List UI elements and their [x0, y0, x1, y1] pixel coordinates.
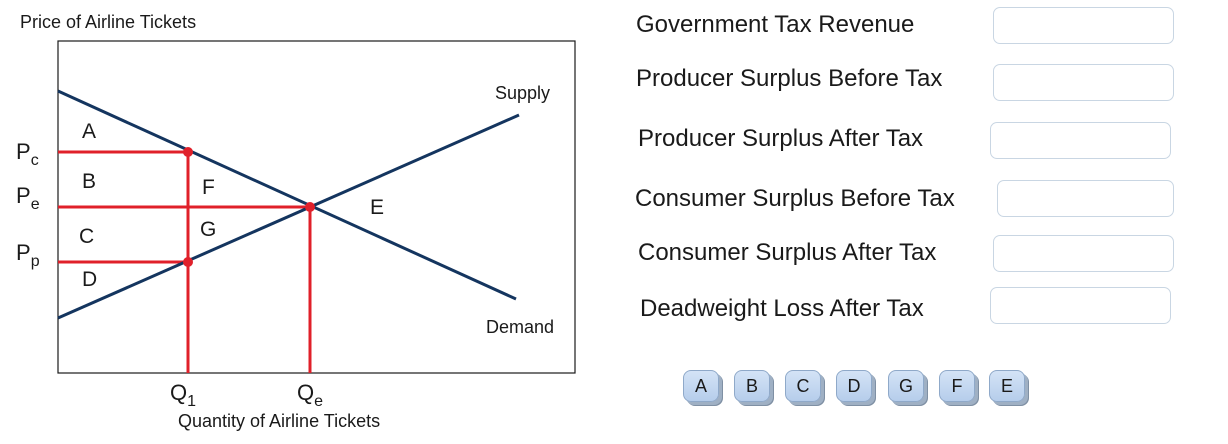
producer-surplus-before-drop-box[interactable]: [993, 64, 1174, 101]
x-axis-title: Quantity of Airline Tickets: [178, 411, 380, 431]
demand-label: Demand: [486, 317, 554, 337]
price-label-pe: Pe: [16, 183, 40, 213]
answer-row-deadweight-loss-after: Deadweight Loss After Tax: [0, 286, 1228, 326]
answer-row-consumer-surplus-before: Consumer Surplus Before Tax: [0, 178, 1228, 218]
consumer-surplus-after-drop-box[interactable]: [993, 235, 1174, 272]
answer-row-consumer-surplus-after: Consumer Surplus After Tax: [0, 233, 1228, 273]
supply-label: Supply: [495, 83, 550, 103]
quantity-label-qe: Qe: [297, 380, 323, 410]
row-label: Producer Surplus After Tax: [638, 125, 924, 152]
area-a-label: A: [82, 120, 96, 143]
answer-row-producer-surplus-before: Producer Surplus Before Tax: [0, 62, 1228, 102]
chip-f[interactable]: F: [939, 370, 975, 402]
chip-e[interactable]: E: [989, 370, 1025, 402]
quantity-label-q1: Q1: [170, 380, 196, 410]
pp-q1-point: [183, 257, 193, 267]
answer-row-gov-tax-revenue: Government Tax Revenue: [0, 6, 1228, 46]
demand-curve: [57, 89, 517, 301]
area-g-label: G: [200, 218, 216, 241]
row-label: Consumer Surplus After Tax: [638, 239, 937, 266]
area-c-label: C: [79, 225, 94, 248]
supply-demand-diagram: Price of Airline Tickets Supply Demand A…: [16, 12, 576, 431]
area-f-label: F: [202, 176, 215, 199]
price-label-pc: Pc: [16, 139, 39, 169]
area-b-label: B: [82, 170, 96, 193]
row-label: Producer Surplus Before Tax: [636, 65, 943, 92]
area-d-label: D: [82, 268, 97, 291]
chip-b[interactable]: B: [734, 370, 770, 402]
row-label: Deadweight Loss After Tax: [640, 295, 924, 322]
chip-c[interactable]: C: [785, 370, 821, 402]
price-label-pp: Pp: [16, 240, 40, 270]
y-axis-title: Price of Airline Tickets: [20, 12, 196, 32]
row-label: Consumer Surplus Before Tax: [635, 185, 955, 212]
producer-surplus-after-drop-box[interactable]: [990, 122, 1171, 159]
answer-row-producer-surplus-after: Producer Surplus After Tax: [0, 120, 1228, 160]
row-label: Government Tax Revenue: [636, 11, 915, 38]
gov-tax-revenue-drop-box[interactable]: [993, 7, 1174, 44]
pc-q1-point: [183, 147, 193, 157]
area-e-label: E: [370, 196, 384, 219]
consumer-surplus-before-drop-box[interactable]: [997, 180, 1174, 217]
chip-a[interactable]: A: [683, 370, 719, 402]
deadweight-loss-after-drop-box[interactable]: [990, 287, 1171, 324]
chip-d[interactable]: D: [836, 370, 872, 402]
supply-curve: [57, 113, 520, 320]
equilibrium-point: [305, 202, 315, 212]
chip-g[interactable]: G: [888, 370, 924, 402]
